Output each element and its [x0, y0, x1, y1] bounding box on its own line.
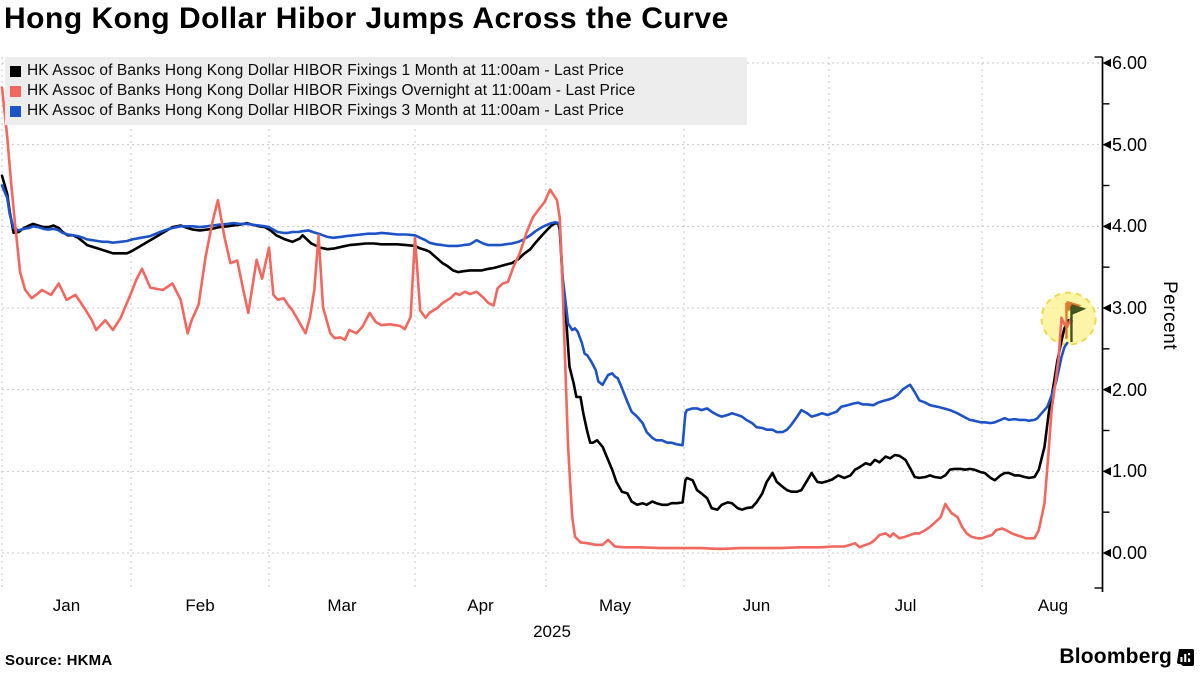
legend-label: HK Assoc of Banks Hong Kong Dollar HIBOR…	[27, 62, 624, 79]
flag-icon	[1071, 304, 1087, 316]
y-tick-label: 2.00	[1112, 379, 1148, 400]
y-tick-label: 4.00	[1112, 216, 1148, 237]
bloomberg-terminal-icon	[1177, 648, 1194, 666]
major-tick	[1102, 222, 1111, 231]
x-tick-label: May	[598, 596, 632, 615]
major-tick	[1102, 548, 1111, 558]
x-tick-label: Jan	[52, 596, 81, 615]
legend-item: HK Assoc of Banks Hong Kong Dollar HIBOR…	[10, 61, 741, 81]
x-tick-label: Apr	[467, 596, 494, 615]
highlight-circle	[1040, 291, 1097, 346]
y-tick-label: 1.00	[1112, 461, 1148, 482]
major-tick	[1102, 303, 1111, 313]
series-line-1-month	[0, 174, 1073, 511]
x-tick-label: Aug	[1037, 596, 1069, 615]
x-tick-label: Feb	[185, 596, 215, 615]
y-tick-label: 6.00	[1112, 52, 1148, 73]
x-tick-label: Mar	[327, 596, 357, 615]
y-axis-title: Percent	[1159, 281, 1180, 350]
legend-swatch-icon	[10, 65, 21, 77]
major-tick	[1102, 467, 1111, 476]
series-line-overnight	[0, 86, 1073, 551]
x-axis-year-label: 2025	[533, 622, 571, 641]
legend-label: HK Assoc of Banks Hong Kong Dollar HIBOR…	[27, 102, 624, 119]
y-tick-label: 3.00	[1112, 297, 1148, 318]
x-tick-label: Jun	[742, 596, 771, 615]
major-tick	[1102, 140, 1111, 149]
series-line-3-month	[0, 184, 1069, 447]
y-tick-label: 5.00	[1112, 134, 1148, 155]
bloomberg-logo: Bloomberg	[1059, 645, 1194, 669]
legend-item: HK Assoc of Banks Hong Kong Dollar HIBOR…	[10, 101, 741, 121]
legend-swatch-icon	[10, 85, 21, 97]
y-tick-label: 0.00	[1112, 543, 1148, 563]
x-tick-label: Jul	[894, 596, 917, 615]
major-tick	[1102, 58, 1111, 68]
chart-legend: HK Assoc of Banks Hong Kong Dollar HIBOR…	[5, 57, 747, 125]
major-tick	[1102, 385, 1111, 394]
legend-swatch-icon	[10, 105, 21, 117]
chart-title: Hong Kong Dollar Hibor Jumps Across the …	[4, 2, 729, 35]
legend-item: HK Assoc of Banks Hong Kong Dollar HIBOR…	[10, 81, 741, 101]
legend-label: HK Assoc of Banks Hong Kong Dollar HIBOR…	[27, 82, 636, 99]
source-credit: Source: HKMA	[5, 652, 113, 669]
bloomberg-wordmark: Bloomberg	[1059, 645, 1172, 668]
